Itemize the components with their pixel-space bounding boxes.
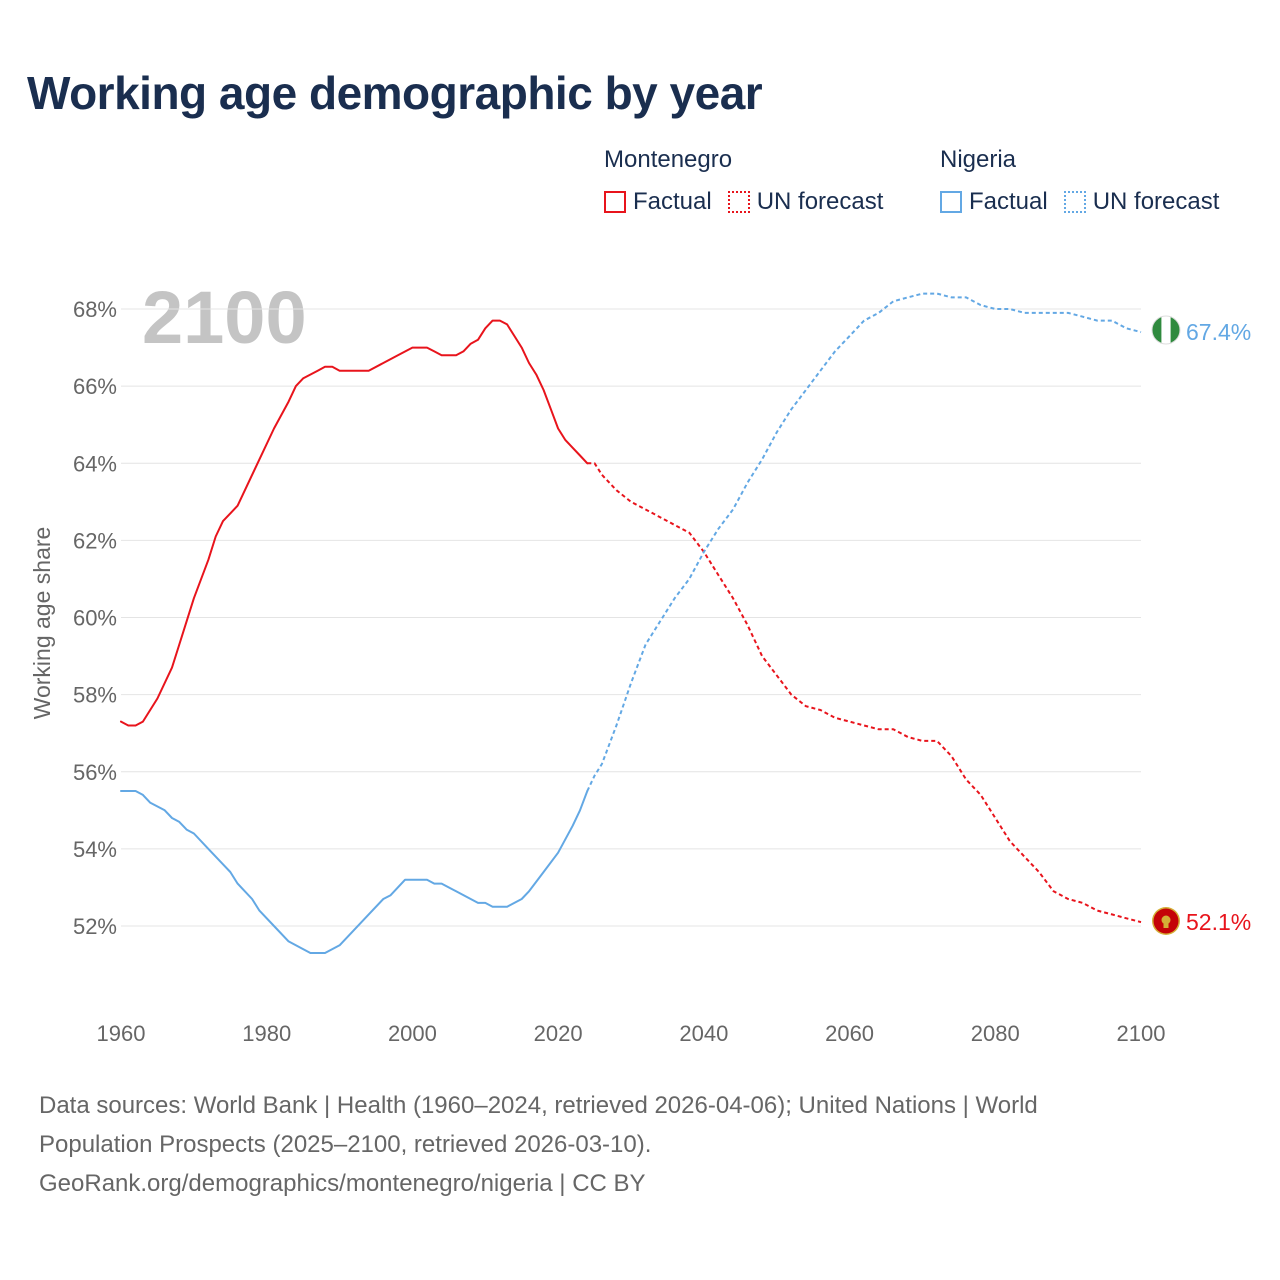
x-tick-label: 2040: [679, 1021, 728, 1046]
y-tick-label: 60%: [73, 606, 117, 631]
legend-nigeria-forecast-label: UN forecast: [1092, 188, 1220, 215]
x-tick-label: 2060: [825, 1021, 874, 1046]
montenegro-flag-icon: [1152, 907, 1180, 935]
footer: Data sources: World Bank | Health (1960–…: [39, 1086, 1239, 1203]
y-axis-ticks: 52% 54% 56% 58% 60% 62% 64% 66% 68%: [73, 297, 117, 939]
x-tick-label: 1960: [97, 1021, 146, 1046]
y-tick-label: 64%: [73, 451, 117, 476]
line-chart: 2100 52% 54% 56% 58% 60% 62% 64% 66% 68% 1960 198…: [29, 276, 1251, 1046]
legend-nigeria: Nigeria Factual UN forecast: [940, 146, 1219, 216]
montenegro-forecast-line[interactable]: [587, 462, 1142, 924]
legend-montenegro-forecast[interactable]: UN forecast: [727, 188, 884, 216]
legend-nigeria-forecast[interactable]: UN forecast: [1063, 188, 1220, 216]
end-labels: 67.4% 52.1%: [1151, 315, 1251, 935]
x-axis-ticks: 1960 1980 2000 2020 2040 2060 2080 2100: [97, 1021, 1166, 1046]
year-watermark: 2100: [142, 276, 307, 359]
nigeria-end-value: 67.4%: [1186, 319, 1251, 345]
y-tick-label: 66%: [73, 374, 117, 399]
data-sources-line-1: Data sources: World Bank | Health (1960–…: [39, 1092, 1038, 1119]
gridlines: [121, 308, 1141, 927]
x-tick-label: 2000: [388, 1021, 437, 1046]
legend-nigeria-name: Nigeria: [940, 146, 1017, 173]
legend-swatch-solid-icon: [604, 191, 626, 213]
legend-swatch-dotted-icon: [727, 191, 750, 213]
legend-montenegro: Montenegro Factual UN forecast: [604, 146, 883, 216]
y-tick-label: 52%: [73, 914, 117, 939]
y-tick-label: 56%: [73, 760, 117, 785]
y-tick-label: 58%: [73, 683, 117, 708]
x-tick-label: 2080: [971, 1021, 1020, 1046]
x-tick-label: 2100: [1117, 1021, 1166, 1046]
legend-montenegro-forecast-label: UN forecast: [756, 188, 884, 215]
montenegro-end-value: 52.1%: [1186, 909, 1251, 935]
y-axis-label: Working age share: [29, 527, 55, 720]
chart-title: Working age demographic by year: [27, 67, 763, 119]
legend-nigeria-factual-label: Factual: [969, 188, 1048, 215]
legend-swatch-dotted-icon: [1063, 191, 1086, 213]
y-tick-label: 62%: [73, 528, 117, 553]
y-tick-label: 54%: [73, 837, 117, 862]
montenegro-factual-line[interactable]: [120, 319, 589, 727]
x-tick-label: 2020: [534, 1021, 583, 1046]
footer-link[interactable]: GeoRank.org/demographics/montenegro/nige…: [39, 1170, 646, 1197]
legend-montenegro-factual[interactable]: Factual: [604, 188, 712, 216]
legend-montenegro-name: Montenegro: [604, 146, 733, 173]
series-lines: [120, 292, 1142, 954]
y-tick-label: 68%: [73, 297, 117, 322]
nigeria-factual-line[interactable]: [120, 790, 589, 954]
x-tick-label: 1980: [242, 1021, 291, 1046]
nigeria-flag-icon: [1151, 315, 1181, 345]
legend-nigeria-factual[interactable]: Factual: [940, 188, 1048, 216]
legend-swatch-solid-icon: [940, 191, 962, 213]
data-sources-line-2: Population Prospects (2025–2100, retriev…: [39, 1131, 652, 1158]
legend-montenegro-factual-label: Factual: [633, 188, 712, 215]
nigeria-forecast-line[interactable]: [586, 292, 1142, 792]
